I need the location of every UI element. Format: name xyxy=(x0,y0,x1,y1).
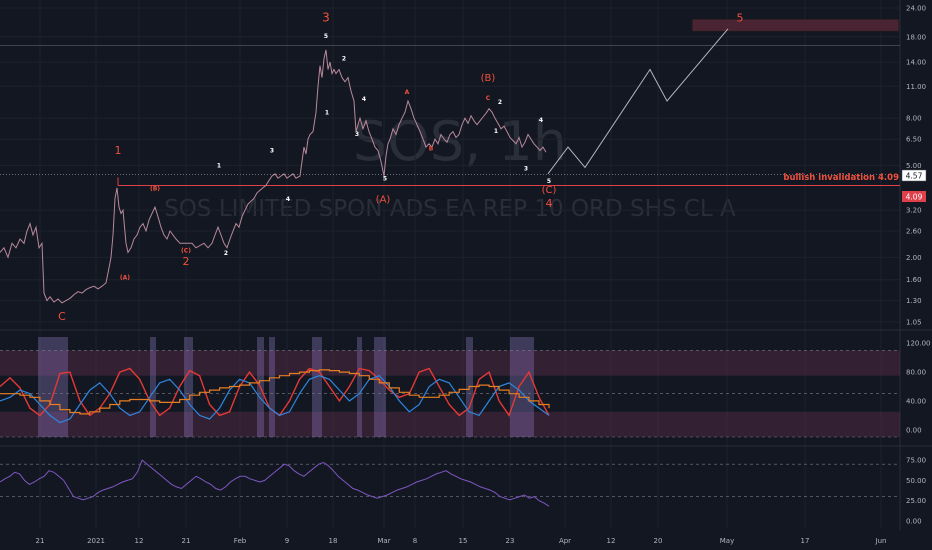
wave-label: 5 xyxy=(383,176,387,183)
oscillator-tick-label: 0.00 xyxy=(906,426,922,434)
wave-label: 4 xyxy=(362,96,366,103)
price-tick-label: 1.05 xyxy=(906,319,922,327)
invalidation-label: bullish invalidation 4.09 xyxy=(783,173,899,183)
time-tick-label: May xyxy=(720,537,734,545)
time-tick-label: 17 xyxy=(801,537,810,545)
oscillator-highlight xyxy=(150,337,156,437)
wave-label: 1 xyxy=(494,128,498,135)
price-tick-label: 1.30 xyxy=(906,297,922,305)
wave-label: 2 xyxy=(342,56,346,63)
time-tick-label: Mar xyxy=(377,537,390,545)
rsi-tick-label: 0.00 xyxy=(906,517,922,525)
time-tick-label: 2021 xyxy=(87,537,105,545)
oscillator-band xyxy=(0,350,900,375)
wave-label: 1 xyxy=(217,162,221,169)
wave-label: 3 xyxy=(524,166,528,173)
rsi-tick-label: 75.00 xyxy=(906,457,926,465)
oscillator-tick-label: 120.00 xyxy=(906,340,931,348)
wave-label: 5 xyxy=(324,33,328,40)
price-tick-label: 11.00 xyxy=(906,83,926,91)
symbol-description: SOS LIMITED SPON ADS EA REP 10 ORD SHS C… xyxy=(164,196,736,222)
rsi-tick-label: 25.00 xyxy=(906,497,926,505)
time-tick-label: 8 xyxy=(413,537,417,545)
time-tick-label: 21 xyxy=(182,537,191,545)
current-price-value: 4.57 xyxy=(906,172,923,181)
wave-label: 1 xyxy=(115,144,122,157)
wave-label: (C) xyxy=(181,247,191,254)
oscillator-highlight xyxy=(357,337,362,437)
wave-label: (C) xyxy=(542,185,557,196)
time-tick-label: Apr xyxy=(559,537,571,545)
time-tick-label: 21 xyxy=(36,537,45,545)
time-tick-label: 9 xyxy=(285,537,289,545)
oscillator-highlight xyxy=(374,337,386,437)
wave-label: 3 xyxy=(270,147,274,154)
price-tick-label: 1.60 xyxy=(906,276,922,284)
time-tick-label: 12 xyxy=(607,537,616,545)
target-box xyxy=(692,19,899,31)
wave-label: C xyxy=(58,310,66,323)
wave-label: (B) xyxy=(481,73,496,84)
wave-label: 4 xyxy=(539,117,543,124)
oscillator-highlight xyxy=(269,337,275,437)
time-tick-label: 15 xyxy=(459,537,468,545)
wave-label: 2 xyxy=(224,250,228,257)
oscillator-highlight xyxy=(510,337,534,437)
oscillator-highlight xyxy=(312,337,322,437)
wave-label: (B) xyxy=(150,185,160,192)
wave-label: 2 xyxy=(498,99,502,106)
price-tick-label: 2.60 xyxy=(906,228,922,236)
time-tick-label: 18 xyxy=(329,537,338,545)
price-tick-label: 24.00 xyxy=(906,5,926,13)
rsi-tick-label: 50.00 xyxy=(906,477,926,485)
oscillator-highlight xyxy=(184,337,193,437)
oscillator-band xyxy=(0,412,900,437)
time-tick-label: Jun xyxy=(875,537,887,545)
wave-label: 5 xyxy=(737,11,744,24)
wave-label: 5 xyxy=(547,178,551,185)
wave-label: B xyxy=(429,146,434,153)
oscillator-tick-label: 80.00 xyxy=(906,369,926,377)
wave-label: A xyxy=(405,89,410,96)
price-tick-label: 5.00 xyxy=(906,162,922,170)
price-tick-label: 18.00 xyxy=(906,33,926,41)
time-tick-label: 23 xyxy=(506,537,515,545)
wave-label: 1 xyxy=(325,110,329,117)
price-tick-label: 14.00 xyxy=(906,59,926,67)
time-tick-label: 20 xyxy=(654,537,663,545)
wave-label: (A) xyxy=(120,275,130,282)
price-tick-label: 2.00 xyxy=(906,254,922,262)
oscillator-tick-label: 40.00 xyxy=(906,397,926,405)
wave-label: 3 xyxy=(355,131,359,138)
wave-label: 2 xyxy=(183,255,190,268)
price-tick-label: 3.20 xyxy=(906,207,922,215)
price-tick-label: 6.50 xyxy=(906,136,922,144)
wave-label: 3 xyxy=(322,10,330,24)
time-tick-label: Feb xyxy=(234,537,247,545)
price-tick-label: 8.00 xyxy=(906,115,922,123)
invalidation-price-value: 4.09 xyxy=(906,193,923,202)
current-price-badge: 4.57 xyxy=(902,170,926,181)
wave-label: (A) xyxy=(376,195,391,206)
invalidation-price-badge: 4.09 xyxy=(902,191,926,202)
time-tick-label: 12 xyxy=(135,537,144,545)
wave-label: 4 xyxy=(546,197,553,210)
wave-label: 4 xyxy=(286,196,290,203)
wave-label: C xyxy=(486,95,491,102)
oscillator-highlight xyxy=(38,337,68,437)
